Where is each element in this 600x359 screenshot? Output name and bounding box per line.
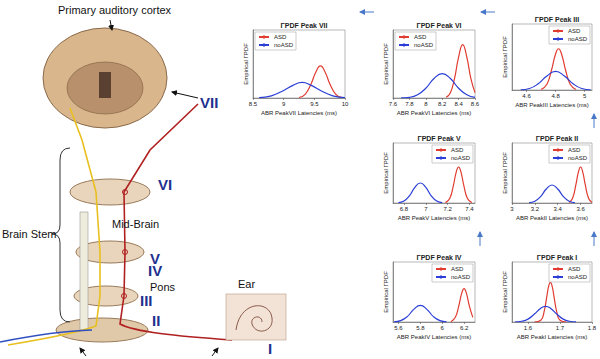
svg-text:ABR PeakIV Latencies (ms): ABR PeakIV Latencies (ms) bbox=[397, 334, 471, 340]
svg-text:III: III bbox=[140, 292, 153, 309]
svg-text:Primary auditory cortex: Primary auditory cortex bbox=[58, 4, 172, 16]
svg-text:8.4: 8.4 bbox=[454, 101, 463, 107]
svg-text:Empirical ΓPDF: Empirical ΓPDF bbox=[502, 271, 508, 313]
svg-text:8.5: 8.5 bbox=[249, 101, 258, 107]
svg-text:ABR PeakVI Latencies (ms): ABR PeakVI Latencies (ms) bbox=[397, 110, 471, 116]
svg-text:Empirical ΓPDF: Empirical ΓPDF bbox=[502, 36, 508, 78]
svg-text:8.2: 8.2 bbox=[438, 101, 447, 107]
svg-text:10: 10 bbox=[342, 101, 349, 107]
svg-text:I: I bbox=[268, 340, 272, 357]
svg-text:ABR PeakV Latencies (ms): ABR PeakV Latencies (ms) bbox=[398, 215, 471, 221]
svg-text:Empirical ΓPDF: Empirical ΓPDF bbox=[383, 43, 389, 85]
svg-text:6.8: 6.8 bbox=[400, 206, 409, 212]
svg-text:ΓPDF Peak V: ΓPDF Peak V bbox=[417, 135, 460, 142]
svg-text:VI: VI bbox=[158, 176, 172, 193]
svg-text:ABR PeakII Latencies (ms): ABR PeakII Latencies (ms) bbox=[516, 215, 588, 221]
svg-text:ASD: ASD bbox=[568, 147, 581, 153]
svg-text:9.5: 9.5 bbox=[310, 101, 319, 107]
svg-text:4.8: 4.8 bbox=[551, 93, 560, 99]
svg-text:3.2: 3.2 bbox=[531, 206, 540, 212]
svg-text:ABR PeakI Latencies (ms): ABR PeakI Latencies (ms) bbox=[517, 334, 587, 340]
svg-text:noASD: noASD bbox=[451, 274, 471, 280]
svg-text:1.6: 1.6 bbox=[524, 325, 533, 331]
svg-text:7.2: 7.2 bbox=[443, 206, 452, 212]
svg-text:Empirical ΓPDF: Empirical ΓPDF bbox=[243, 43, 249, 85]
svg-text:Mid-Brain: Mid-Brain bbox=[112, 218, 159, 230]
svg-text:3.4: 3.4 bbox=[554, 206, 563, 212]
svg-text:ΓPDF Peak III: ΓPDF Peak III bbox=[535, 16, 579, 23]
svg-text:Ear: Ear bbox=[238, 278, 255, 290]
svg-text:8: 8 bbox=[424, 101, 428, 107]
svg-text:Empirical ΓPDF: Empirical ΓPDF bbox=[383, 152, 389, 194]
svg-text:V: V bbox=[150, 250, 160, 267]
svg-text:5: 5 bbox=[583, 93, 587, 99]
svg-text:ASD: ASD bbox=[568, 28, 581, 34]
svg-text:6: 6 bbox=[441, 325, 445, 331]
svg-text:noASD: noASD bbox=[414, 42, 434, 48]
svg-text:IV: IV bbox=[148, 262, 163, 279]
svg-text:7.8: 7.8 bbox=[405, 101, 414, 107]
svg-text:noASD: noASD bbox=[568, 155, 588, 161]
svg-text:ASD: ASD bbox=[451, 266, 464, 272]
svg-text:noASD: noASD bbox=[451, 155, 471, 161]
svg-text:6.2: 6.2 bbox=[460, 325, 469, 331]
svg-text:3: 3 bbox=[510, 206, 514, 212]
svg-text:ΓPDF Peak IV: ΓPDF Peak IV bbox=[416, 254, 461, 261]
svg-text:noASD: noASD bbox=[568, 274, 588, 280]
svg-text:7.6: 7.6 bbox=[389, 101, 398, 107]
svg-text:ASD: ASD bbox=[451, 147, 464, 153]
svg-text:Empirical ΓPDF: Empirical ΓPDF bbox=[383, 271, 389, 313]
svg-text:3.6: 3.6 bbox=[576, 206, 585, 212]
svg-text:1.8: 1.8 bbox=[588, 325, 597, 331]
svg-text:7.4: 7.4 bbox=[465, 206, 474, 212]
svg-text:ΓPDF Peak II: ΓPDF Peak II bbox=[536, 135, 578, 142]
svg-text:ASD: ASD bbox=[414, 34, 427, 40]
svg-text:4.6: 4.6 bbox=[522, 93, 531, 99]
svg-text:ΓPDF Peak VI: ΓPDF Peak VI bbox=[416, 22, 461, 29]
svg-text:II: II bbox=[152, 312, 160, 329]
svg-text:5.6: 5.6 bbox=[394, 325, 403, 331]
svg-text:ASD: ASD bbox=[274, 34, 287, 40]
svg-text:ΓPDF Peak I: ΓPDF Peak I bbox=[537, 254, 577, 261]
svg-text:Pons: Pons bbox=[150, 281, 176, 293]
svg-text:7: 7 bbox=[424, 206, 428, 212]
svg-text:ΓPDF Peak VII: ΓPDF Peak VII bbox=[280, 22, 327, 29]
svg-text:Empirical ΓPDF: Empirical ΓPDF bbox=[502, 152, 508, 194]
svg-text:noASD: noASD bbox=[274, 42, 294, 48]
svg-text:ABR PeakVII Latencies (ms): ABR PeakVII Latencies (ms) bbox=[261, 110, 337, 116]
svg-text:noASD: noASD bbox=[568, 36, 588, 42]
svg-text:ABR PeakIII Latencies (ms): ABR PeakIII Latencies (ms) bbox=[515, 102, 589, 108]
svg-text:5.8: 5.8 bbox=[416, 325, 425, 331]
svg-text:8.6: 8.6 bbox=[471, 101, 480, 107]
svg-text:ASD: ASD bbox=[568, 266, 581, 272]
svg-text:Brain Stem: Brain Stem bbox=[2, 228, 56, 240]
svg-text:1.7: 1.7 bbox=[556, 325, 565, 331]
svg-text:VII: VII bbox=[200, 94, 218, 111]
svg-text:9: 9 bbox=[282, 101, 286, 107]
